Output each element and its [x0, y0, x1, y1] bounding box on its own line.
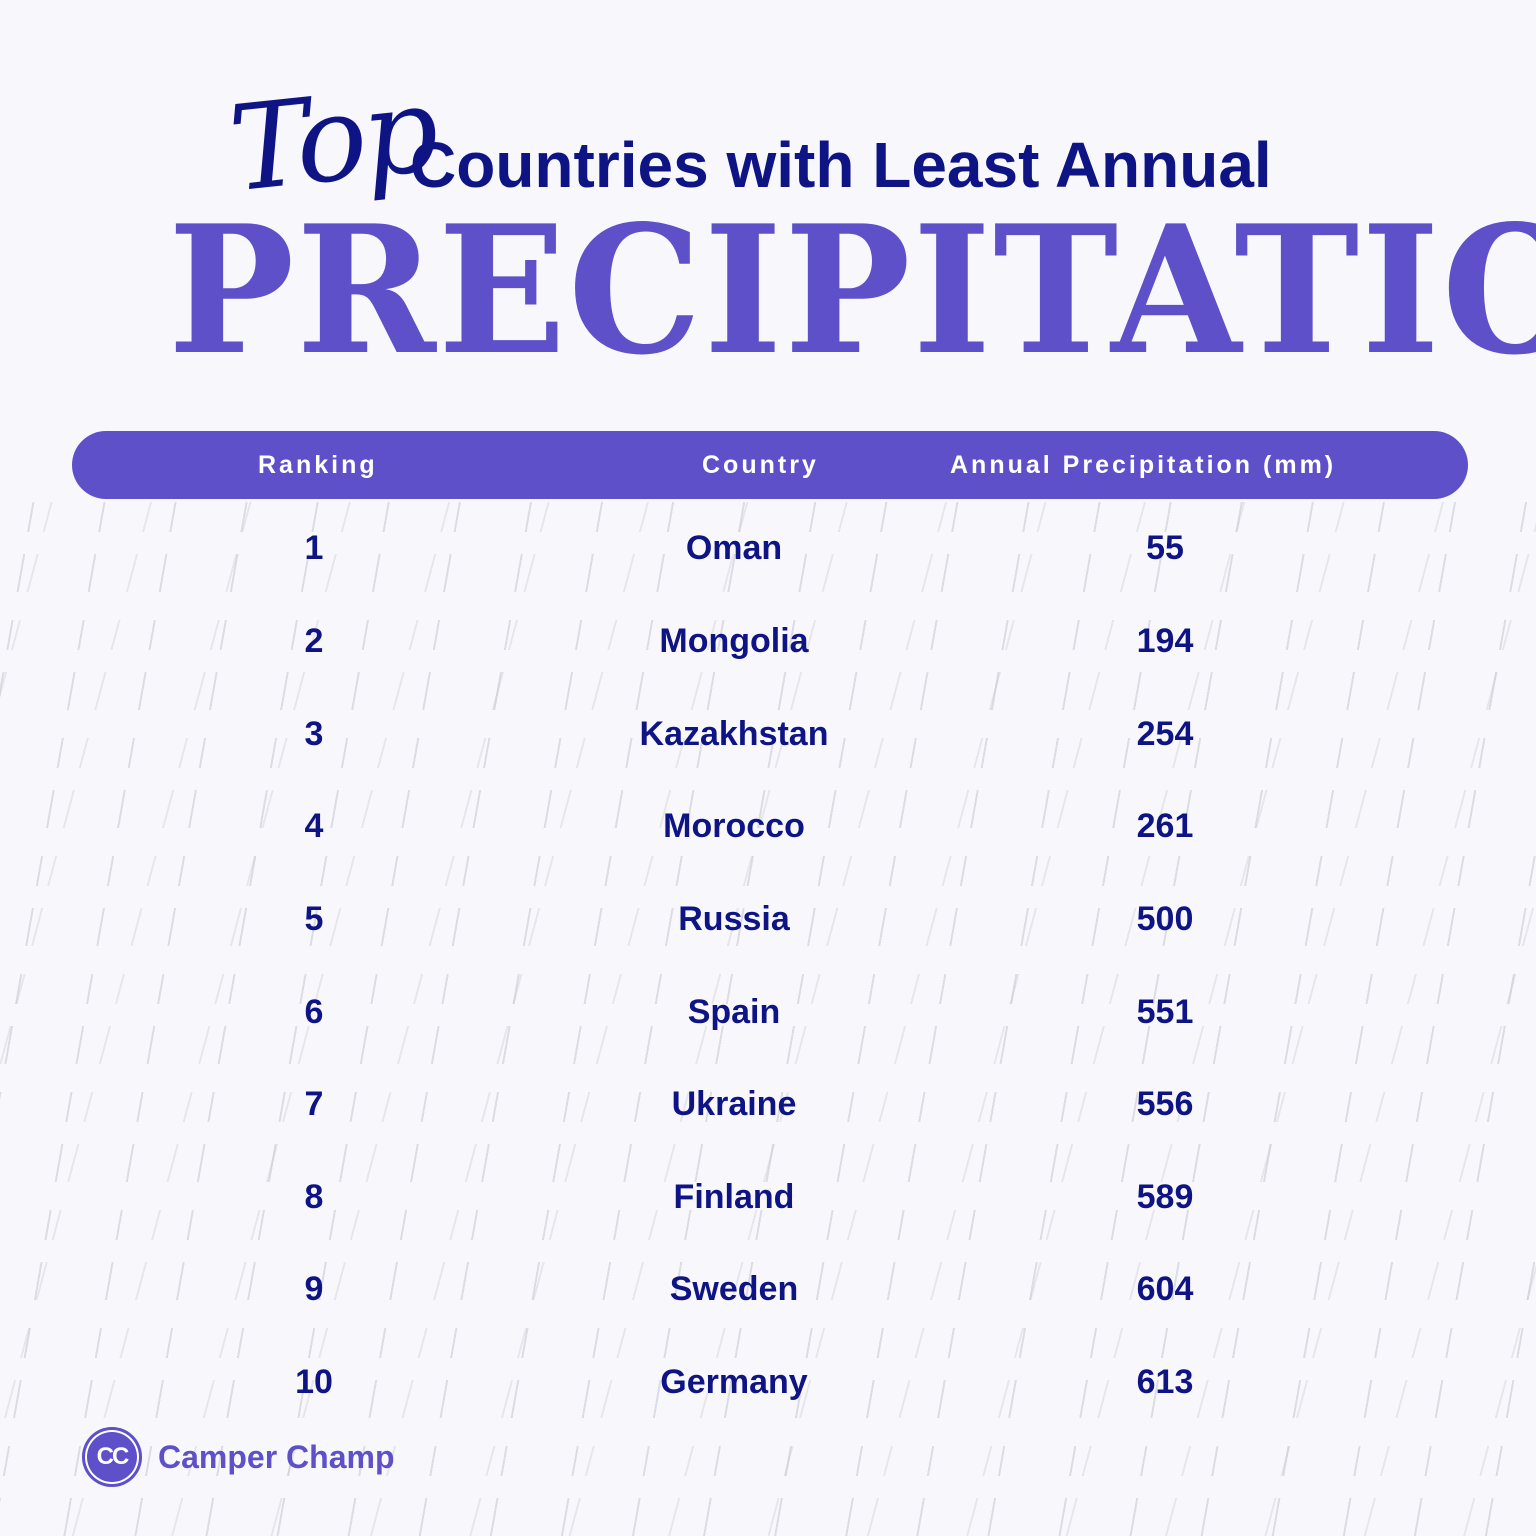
- country-cell: Kazakhstan: [639, 715, 829, 753]
- rank-cell: 6: [304, 993, 324, 1031]
- header-country: Country: [702, 451, 819, 479]
- country-cell: Spain: [687, 993, 781, 1031]
- brand: CC Camper Champ: [82, 1427, 395, 1487]
- country-cell: Germany: [660, 1363, 808, 1401]
- rank-cell: 8: [304, 1178, 324, 1216]
- country-cell: Oman: [685, 529, 783, 567]
- rank-cell: 3: [304, 715, 324, 753]
- value-cell: 261: [1136, 807, 1194, 845]
- country-cell: Sweden: [669, 1270, 799, 1308]
- table-row: 1 Oman 55: [0, 518, 1536, 578]
- table-row: 7 Ukraine 556: [0, 1074, 1536, 1134]
- value-cell: 604: [1136, 1270, 1194, 1308]
- rank-cell: 9: [304, 1270, 324, 1308]
- table-row: 10 Germany 613: [0, 1352, 1536, 1412]
- table-row: 2 Mongolia 194: [0, 611, 1536, 671]
- rank-cell: 5: [304, 900, 324, 938]
- value-cell: 254: [1136, 715, 1194, 753]
- value-cell: 500: [1136, 900, 1194, 938]
- value-cell: 194: [1136, 622, 1194, 660]
- camper-champ-logo-icon: CC: [82, 1427, 142, 1487]
- country-cell: Russia: [678, 900, 790, 938]
- rank-cell: 7: [304, 1085, 324, 1123]
- value-cell: 556: [1136, 1085, 1194, 1123]
- value-cell: 55: [1146, 529, 1184, 567]
- value-cell: 589: [1136, 1178, 1194, 1216]
- table-row: 6 Spain 551: [0, 982, 1536, 1042]
- value-cell: 551: [1136, 993, 1194, 1031]
- table-row: 3 Kazakhstan 254: [0, 704, 1536, 764]
- table-header: Ranking Country Annual Precipitation (mm…: [72, 431, 1468, 499]
- table-row: 8 Finland 589: [0, 1167, 1536, 1227]
- country-cell: Finland: [673, 1178, 795, 1216]
- rank-cell: 1: [304, 529, 324, 567]
- header-precipitation: Annual Precipitation (mm): [950, 451, 1337, 479]
- title-subtitle: Countries with Least Annual: [410, 129, 1272, 201]
- table-row: 4 Morocco 261: [0, 796, 1536, 856]
- rank-cell: 10: [295, 1363, 333, 1401]
- title-main: PRECIPITATION: [168, 186, 1536, 394]
- rank-cell: 2: [304, 622, 324, 660]
- value-cell: 613: [1136, 1363, 1194, 1401]
- country-cell: Ukraine: [671, 1085, 797, 1123]
- table-row: 5 Russia 500: [0, 889, 1536, 949]
- table-row: 9 Sweden 604: [0, 1259, 1536, 1319]
- rain-background: [0, 490, 1536, 1536]
- header-ranking: Ranking: [258, 451, 378, 479]
- country-cell: Mongolia: [659, 622, 809, 660]
- country-cell: Morocco: [663, 807, 805, 845]
- brand-name: Camper Champ: [158, 1438, 395, 1475]
- rank-cell: 4: [304, 807, 324, 845]
